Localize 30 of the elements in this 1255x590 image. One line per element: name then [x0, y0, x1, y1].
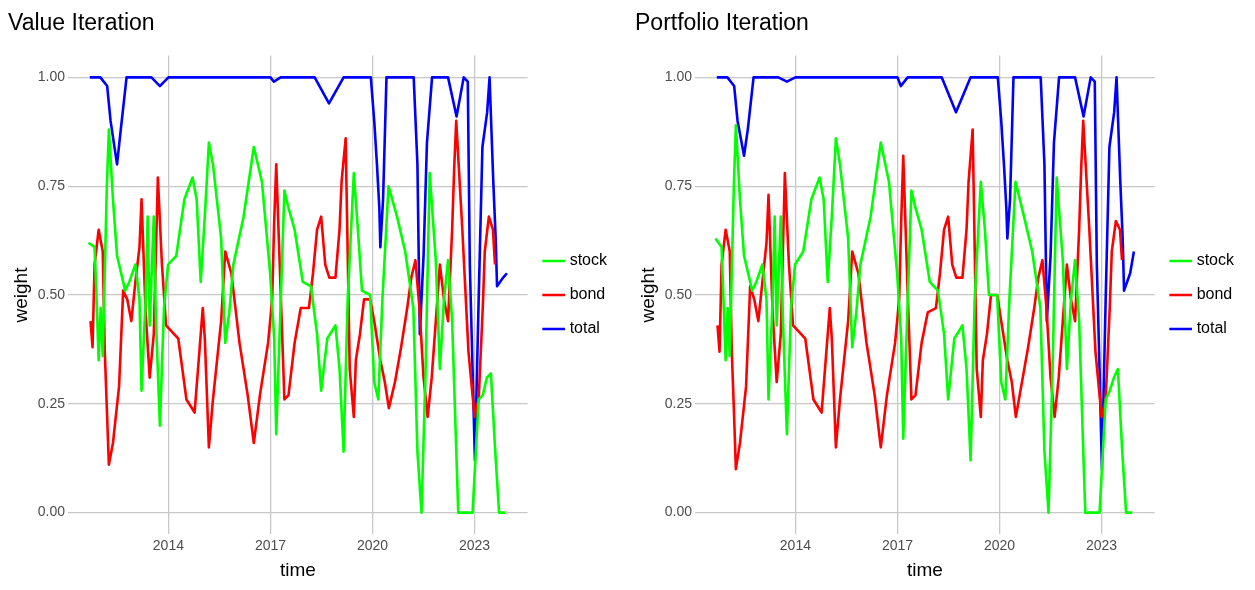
y-tick-label: 0.00 [37, 503, 66, 520]
legend-label: total [1196, 319, 1227, 337]
legend-label: bond [569, 285, 606, 303]
legend-label: stock [569, 251, 608, 269]
y-tick-label: 0.75 [37, 177, 66, 194]
legend-label: total [569, 319, 600, 337]
x-tick-label: 2023 [459, 536, 491, 553]
x-tick-label: 2017 [254, 536, 287, 553]
y-tick-label: 1.00 [37, 68, 66, 85]
y-tick-label: 0.50 [664, 285, 693, 302]
x-axis-title: time [906, 558, 943, 580]
x-tick-label: 2017 [881, 536, 914, 553]
y-tick-label: 0.50 [37, 285, 66, 302]
y-tick-label: 0.25 [664, 394, 693, 411]
y-axis-title: weight [9, 266, 31, 324]
x-axis-title: time [279, 558, 316, 580]
chart-title: Value Iteration [8, 9, 155, 36]
y-tick-label: 0.75 [664, 177, 693, 194]
legend-label: stock [1196, 251, 1235, 269]
x-tick-label: 2014 [152, 536, 185, 553]
x-tick-label: 2023 [1086, 536, 1118, 553]
x-tick-label: 2014 [779, 536, 812, 553]
x-tick-label: 2020 [983, 536, 1016, 553]
y-tick-label: 0.00 [664, 503, 693, 520]
y-tick-label: 1.00 [664, 68, 693, 85]
legend-label: bond [1196, 285, 1233, 303]
y-axis-title: weight [636, 266, 658, 324]
y-tick-label: 0.25 [37, 394, 66, 411]
x-tick-label: 2020 [356, 536, 389, 553]
chart-title: Portfolio Iteration [635, 9, 809, 36]
